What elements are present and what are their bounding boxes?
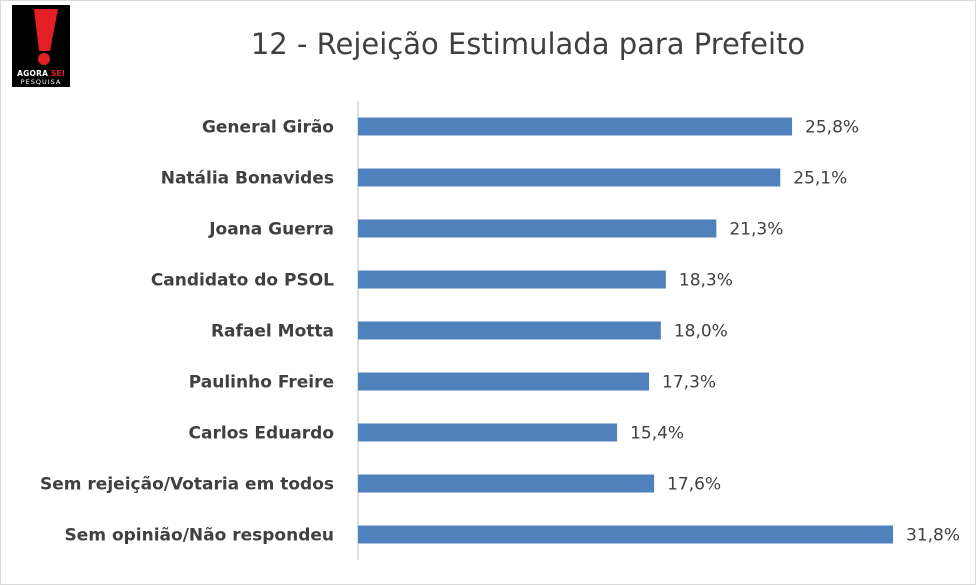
- data-label: 18,0%: [674, 322, 728, 342]
- bar: [358, 270, 666, 289]
- data-label: 15,4%: [630, 424, 684, 444]
- category-label: Candidato do PSOL: [151, 271, 334, 291]
- data-label: 31,8%: [906, 526, 960, 546]
- category-label: Rafael Motta: [211, 322, 334, 342]
- data-label: 18,3%: [679, 271, 733, 291]
- bar: [358, 168, 781, 187]
- chart-title: 12 - Rejeição Estimulada para Prefeito: [250, 27, 806, 61]
- data-label: 17,3%: [662, 373, 716, 393]
- data-label: 17,6%: [667, 475, 721, 495]
- bar: [358, 321, 661, 340]
- logo-wordmark: AGORA SEI: [17, 69, 65, 78]
- bar: [358, 525, 893, 544]
- category-label: Sem rejeição/Votaria em todos: [40, 475, 334, 495]
- bar: [358, 117, 793, 136]
- category-label: Carlos Eduardo: [189, 424, 334, 444]
- data-label: 25,8%: [805, 118, 859, 138]
- category-label: Paulinho Freire: [189, 373, 334, 393]
- exclamation-logo-icon: [34, 9, 58, 65]
- bar: [358, 423, 618, 442]
- data-label: 25,1%: [793, 169, 847, 189]
- category-label: Sem opinião/Não respondeu: [65, 526, 334, 546]
- category-label: General Girão: [202, 118, 334, 138]
- data-label: 21,3%: [729, 220, 783, 240]
- bar: [358, 474, 655, 493]
- logo-subtitle: PESQUISA: [20, 78, 62, 86]
- category-label: Natália Bonavides: [161, 169, 334, 189]
- category-label: Joana Guerra: [208, 220, 334, 240]
- bar: [358, 219, 717, 238]
- bar: [358, 372, 650, 391]
- agora-sei-logo: AGORA SEI PESQUISA: [12, 5, 70, 87]
